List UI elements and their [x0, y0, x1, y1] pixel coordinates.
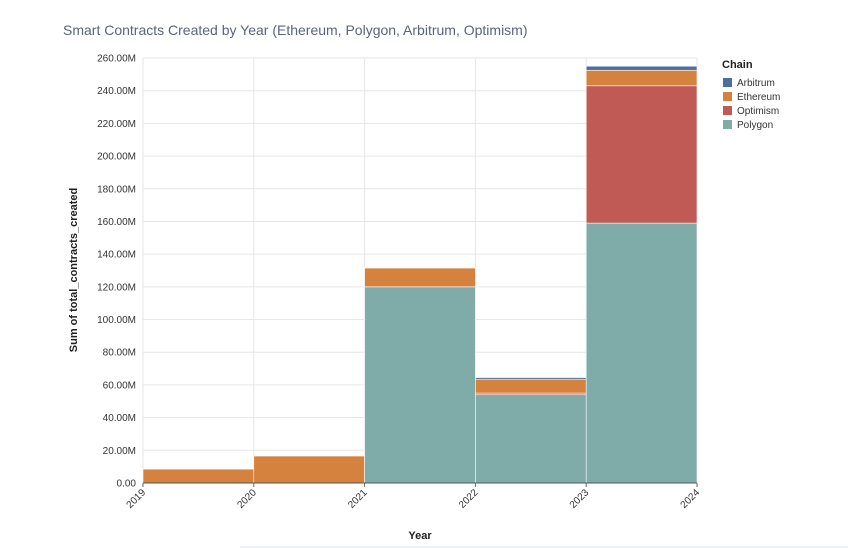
- y-tick-label: 60.00M: [103, 380, 136, 391]
- x-tick-label: 2020: [235, 487, 259, 511]
- bar-segment-ethereum-2022[interactable]: [475, 378, 587, 394]
- y-axis-title: Sum of total_contracts_created: [68, 188, 80, 352]
- bar-segment-ethereum-2019[interactable]: [142, 468, 255, 484]
- y-tick-label: 100.00M: [97, 315, 136, 326]
- x-axis: 2019 2020 2021 2022 2023 2024: [125, 482, 703, 511]
- y-tick-label: 220.00M: [97, 119, 136, 130]
- chart-title: Smart Contracts Created by Year (Ethereu…: [63, 22, 528, 38]
- legend-label-ethereum[interactable]: Ethereum: [737, 92, 780, 103]
- bar-segment-polygon-2023[interactable]: [585, 222, 698, 484]
- legend-label-polygon[interactable]: Polygon: [737, 120, 773, 131]
- y-tick-label: 140.00M: [97, 250, 136, 261]
- legend-swatch-optimism: [723, 106, 732, 115]
- y-tick-label: 0.00: [117, 479, 137, 490]
- bar-segment-ethereum-2023[interactable]: [585, 69, 698, 87]
- x-tick-label: 2023: [568, 487, 592, 511]
- y-axis: 0.00 20.00M 40.00M 60.00M 80.00M 100.00M 120.0…: [97, 54, 136, 490]
- x-axis-title: Year: [408, 530, 432, 542]
- window-bottom-edge: [240, 546, 848, 548]
- legend: Chain Arbitrum Ethereum Optimism Polygon: [722, 59, 780, 131]
- bar-segment-arbitrum-2022[interactable]: [475, 377, 587, 380]
- bar-segment-optimism-2023[interactable]: [585, 85, 698, 224]
- legend-swatch-polygon: [723, 120, 732, 129]
- y-tick-label: 20.00M: [103, 446, 136, 457]
- bar-segment-ethereum-2020[interactable]: [253, 455, 365, 484]
- bar-segment-arbitrum-2023[interactable]: [585, 65, 698, 71]
- bar-segment-ethereum-2021[interactable]: [364, 267, 476, 288]
- bar-segment-polygon-2022[interactable]: [475, 394, 587, 484]
- y-tick-label: 40.00M: [103, 413, 136, 424]
- bar-segment-polygon-2021[interactable]: [364, 286, 476, 484]
- y-tick-label: 160.00M: [97, 217, 136, 228]
- y-tick-label: 180.00M: [97, 184, 136, 195]
- legend-label-arbitrum[interactable]: Arbitrum: [737, 78, 775, 89]
- legend-title: Chain: [722, 59, 753, 71]
- x-tick-label: 2019: [125, 487, 149, 511]
- bars: [142, 65, 698, 484]
- x-tick-label: 2022: [457, 487, 481, 511]
- x-tick-label: 2024: [679, 487, 703, 511]
- y-tick-label: 80.00M: [103, 348, 136, 359]
- y-tick-label: 120.00M: [97, 282, 136, 293]
- y-tick-label: 260.00M: [97, 54, 136, 65]
- legend-swatch-ethereum: [723, 92, 732, 101]
- y-tick-label: 240.00M: [97, 86, 136, 97]
- legend-label-optimism[interactable]: Optimism: [737, 106, 779, 117]
- x-tick-label: 2021: [346, 487, 370, 511]
- y-tick-label: 200.00M: [97, 152, 136, 163]
- legend-swatch-arbitrum: [723, 78, 732, 87]
